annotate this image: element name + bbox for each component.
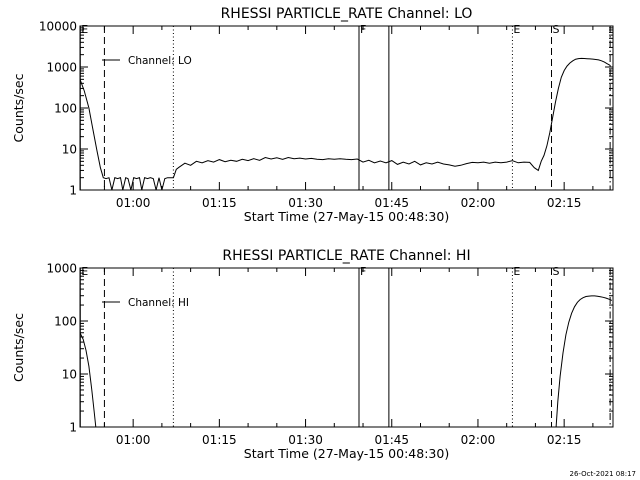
- y-tick-label-3: 1000: [46, 61, 77, 75]
- legend-label: Channel: HI: [128, 297, 189, 309]
- y-tick-label-2: 100: [54, 102, 77, 116]
- event-marker-label-0: E: [81, 265, 88, 278]
- chart-panel-hi: RHESSI PARTICLE_RATE Channel: HI 1 10 100 10…: [11, 248, 614, 461]
- x-tick-label-1: 01:15: [202, 433, 237, 447]
- x-tick-label-5: 02:15: [547, 196, 582, 210]
- data-series-line-0: [79, 57, 611, 191]
- y-tick-label-2: 100: [54, 315, 77, 329]
- y-tick-label-0: 1: [69, 421, 77, 435]
- chart-title: RHESSI PARTICLE_RATE Channel: HI: [222, 248, 470, 264]
- y-tick-label-0: 1: [69, 184, 77, 198]
- event-marker-label-6: S: [553, 265, 560, 278]
- plot-frame: [79, 267, 614, 428]
- x-tick-label-2: 01:30: [288, 196, 323, 210]
- event-marker-label-3: F: [360, 23, 366, 36]
- event-marker-label-3: F: [360, 265, 366, 278]
- y-tick-label-4: 10000: [39, 20, 77, 34]
- event-marker-label-6: S: [553, 23, 560, 36]
- y-axis-label: Counts/sec: [11, 73, 26, 142]
- event-marker-label-0: E: [81, 23, 88, 36]
- chart-title: RHESSI PARTICLE_RATE Channel: LO: [221, 6, 473, 22]
- legend-label: Channel: LO: [128, 55, 192, 67]
- plot-frame: [79, 25, 614, 191]
- x-tick-label-3: 01:45: [374, 196, 409, 210]
- y-tick-label-1: 10: [62, 143, 77, 157]
- x-axis-label: Start Time (27-May-15 00:48:30): [244, 446, 449, 461]
- x-tick-label-1: 01:15: [202, 196, 237, 210]
- event-marker-label-5: E: [513, 23, 520, 36]
- x-tick-label-4: 02:00: [461, 433, 496, 447]
- data-series-line-0: [79, 295, 613, 428]
- x-tick-label-0: 01:00: [116, 196, 151, 210]
- y-tick-label-1: 10: [62, 368, 77, 382]
- x-tick-label-0: 01:00: [116, 433, 151, 447]
- event-marker-label-5: E: [513, 265, 520, 278]
- x-tick-label-4: 02:00: [461, 196, 496, 210]
- chart-panel-lo: RHESSI PARTICLE_RATE Channel: LO 1 10 100 10…: [11, 6, 614, 224]
- x-tick-label-5: 02:15: [547, 433, 582, 447]
- x-axis-label: Start Time (27-May-15 00:48:30): [244, 209, 449, 224]
- y-tick-label-3: 1000: [46, 262, 77, 276]
- y-axis-label: Counts/sec: [11, 313, 26, 382]
- x-tick-label-3: 01:45: [374, 433, 409, 447]
- x-tick-label-2: 01:30: [288, 433, 323, 447]
- timestamp-label: 26-Oct-2021 08:17: [570, 470, 636, 478]
